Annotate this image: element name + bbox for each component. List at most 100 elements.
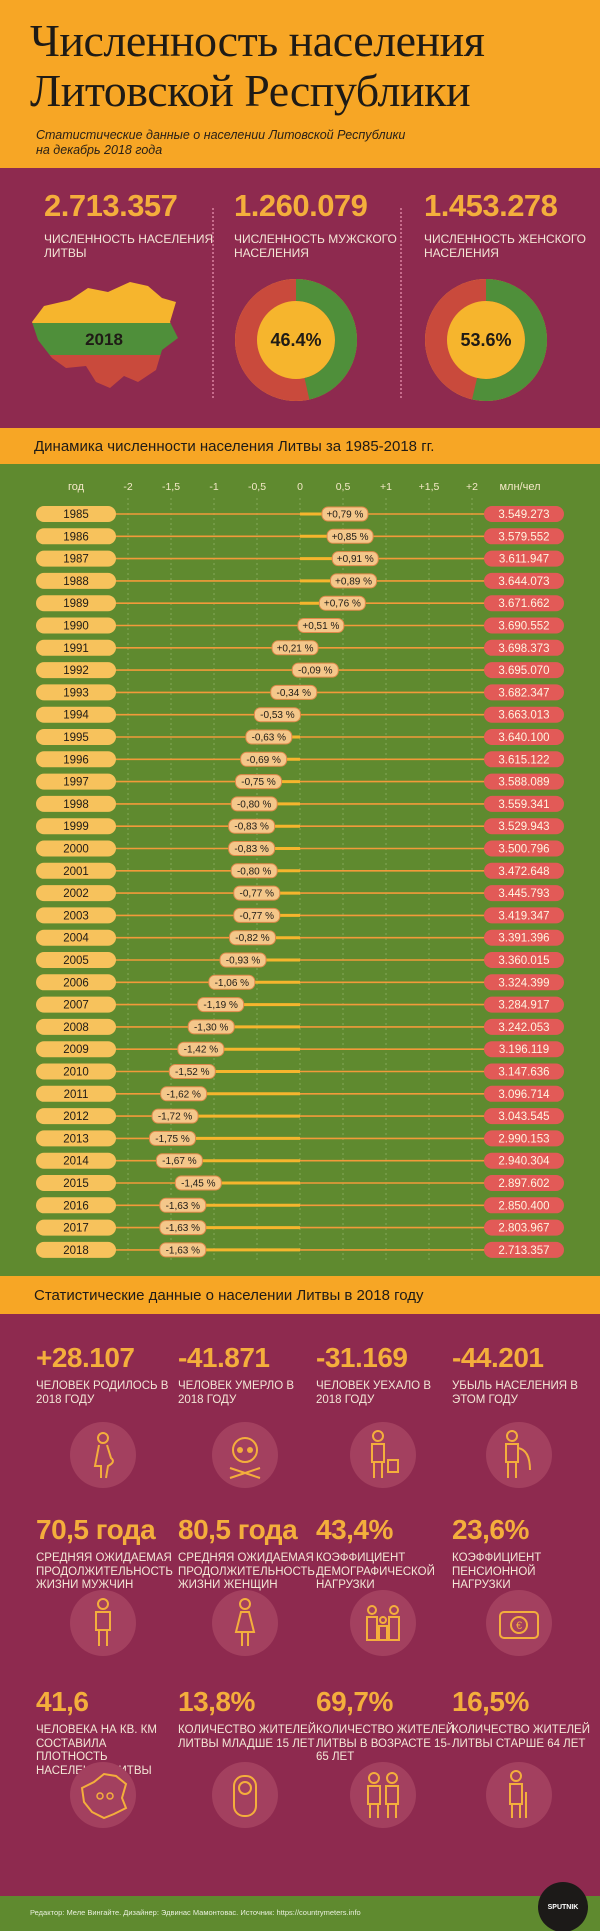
population-value: 3.147.636	[498, 1067, 549, 1079]
change-label: -0,75 %	[241, 777, 276, 788]
change-label: -0,09 %	[298, 666, 333, 677]
stat-card: -44.201 убыль населения в этом году	[452, 1342, 592, 1407]
population-value: 3.549.273	[498, 509, 549, 521]
change-label: +0,76 %	[324, 599, 361, 610]
x-tick-label: 0	[297, 481, 303, 493]
change-label: -0,82 %	[235, 933, 270, 944]
year-pill	[36, 1175, 116, 1191]
year-pill	[36, 528, 116, 545]
stat-card: -41.871 человек умерло в 2018 году	[178, 1342, 318, 1407]
adults-icon	[350, 1762, 416, 1828]
divider	[400, 208, 402, 398]
change-badge	[297, 618, 345, 633]
change-label: -0,53 %	[260, 710, 295, 721]
population-value: 3.640.100	[498, 732, 549, 744]
population-overview: 2.713.357 численность населения Литвы 1.…	[0, 168, 600, 428]
change-label: -1,45 %	[181, 1179, 216, 1190]
change-badge	[230, 863, 278, 879]
stat-label: количество жителей Литвы старше 64 лет	[452, 1724, 590, 1750]
change-badge	[159, 1220, 207, 1236]
population-pill	[484, 595, 564, 612]
population-value: 3.419.347	[498, 910, 549, 922]
change-label: -1,19 %	[203, 1000, 238, 1011]
year-pill	[36, 952, 116, 968]
stat-label: коэффициент демографической нагрузки	[316, 1552, 435, 1591]
year-pill	[36, 840, 116, 857]
population-pill	[484, 974, 564, 991]
year-pill	[36, 706, 116, 723]
x-tick-label: +1	[380, 481, 392, 493]
change-badge	[197, 997, 245, 1013]
population-pill	[484, 885, 564, 902]
year-pill	[36, 1041, 116, 1058]
year-label: 1995	[63, 732, 89, 744]
page-title: Численность населения Литовской Республи…	[30, 16, 590, 116]
stat-card: +28.107 человек родилось в 2018 году	[36, 1342, 176, 1407]
x-tick-label: -1,5	[162, 481, 180, 493]
population-pill	[484, 1041, 564, 1058]
stat-card: -31.169 человек уехало в 2018 году	[316, 1342, 456, 1407]
year-pill	[36, 1085, 116, 1102]
stat-value: 43,4%	[316, 1514, 393, 1545]
population-pill	[484, 729, 564, 745]
year-pill	[36, 639, 116, 656]
pregnant-woman-icon	[70, 1422, 136, 1488]
title-line-1: Численность населения	[30, 15, 485, 66]
change-badge	[318, 595, 366, 611]
change-badge	[155, 1153, 203, 1169]
year-label: 1998	[63, 799, 89, 811]
title-line-2: Литовской Республики	[30, 65, 471, 116]
stat-label: коэффициент пенсионной нагрузки	[452, 1552, 542, 1591]
population-pill	[484, 572, 564, 589]
population-pill	[484, 795, 564, 812]
year-pill	[36, 974, 116, 991]
year-pill	[36, 1018, 116, 1035]
change-badge	[253, 707, 301, 723]
population-value: 3.588.089	[498, 777, 549, 789]
chart-title: Динамика численности населения Литвы за …	[34, 438, 435, 455]
year-pill	[36, 662, 116, 679]
change-badge	[208, 974, 256, 990]
stat-card: 69,7% количество жителей Литвы в возрасте…	[316, 1686, 456, 1765]
change-label: -1,62 %	[166, 1089, 201, 1100]
population-pill	[484, 862, 564, 879]
stat-label: человек родилось в 2018 году	[36, 1380, 169, 1406]
change-badge	[326, 528, 374, 544]
year-label: 2010	[63, 1067, 89, 1079]
skull-icon	[212, 1422, 278, 1488]
stat-value: 70,5 года	[36, 1514, 156, 1545]
change-badge	[149, 1130, 196, 1146]
female-population-stat: 1.453.278 численность женского населения	[424, 188, 594, 260]
woman-icon	[212, 1590, 278, 1656]
change-label: +0,51 %	[302, 621, 339, 632]
year-label: 1986	[63, 531, 89, 543]
population-value: 3.671.662	[498, 598, 549, 610]
header: Численность населения Литовской Республи…	[0, 0, 600, 168]
female-percent: 53.6%	[460, 329, 512, 350]
population-pill	[484, 1197, 564, 1214]
male-population-value: 1.260.079	[234, 188, 368, 223]
stat-value: 23,6%	[452, 1514, 529, 1545]
population-dynamics-chart: год млн/чел -2 -1,5 -1 -0,5 0 0,5 +1 +1,5 +2 1985 +0…	[0, 464, 600, 1276]
year-label: 2015	[63, 1178, 89, 1190]
population-value: 3.096.714	[498, 1089, 550, 1101]
stats-title: Статистические данные о населении Литвы …	[34, 1287, 424, 1304]
change-label: -1,67 %	[162, 1156, 197, 1167]
stat-card: 80,5 года средняя ожидаемая продолжительн…	[178, 1514, 318, 1593]
x-tick-label: -1	[209, 481, 218, 493]
year-label: 2011	[64, 1089, 89, 1101]
stat-label: средняя ожидаемая продолжительность жизн…	[36, 1552, 173, 1591]
year-pill	[36, 729, 116, 745]
change-label: -1,52 %	[175, 1067, 210, 1078]
stat-value: -44.201	[452, 1342, 544, 1373]
year-label: 1999	[63, 821, 89, 833]
year-pill	[36, 1108, 116, 1125]
population-value: 3.500.796	[498, 844, 549, 856]
population-pill	[484, 1152, 564, 1169]
population-value: 3.529.943	[498, 821, 549, 833]
year-pill	[36, 907, 116, 924]
population-pill	[484, 550, 564, 567]
stat-label: человека на кв. км составила плотность н…	[36, 1724, 157, 1777]
stat-value: +28.107	[36, 1342, 135, 1373]
